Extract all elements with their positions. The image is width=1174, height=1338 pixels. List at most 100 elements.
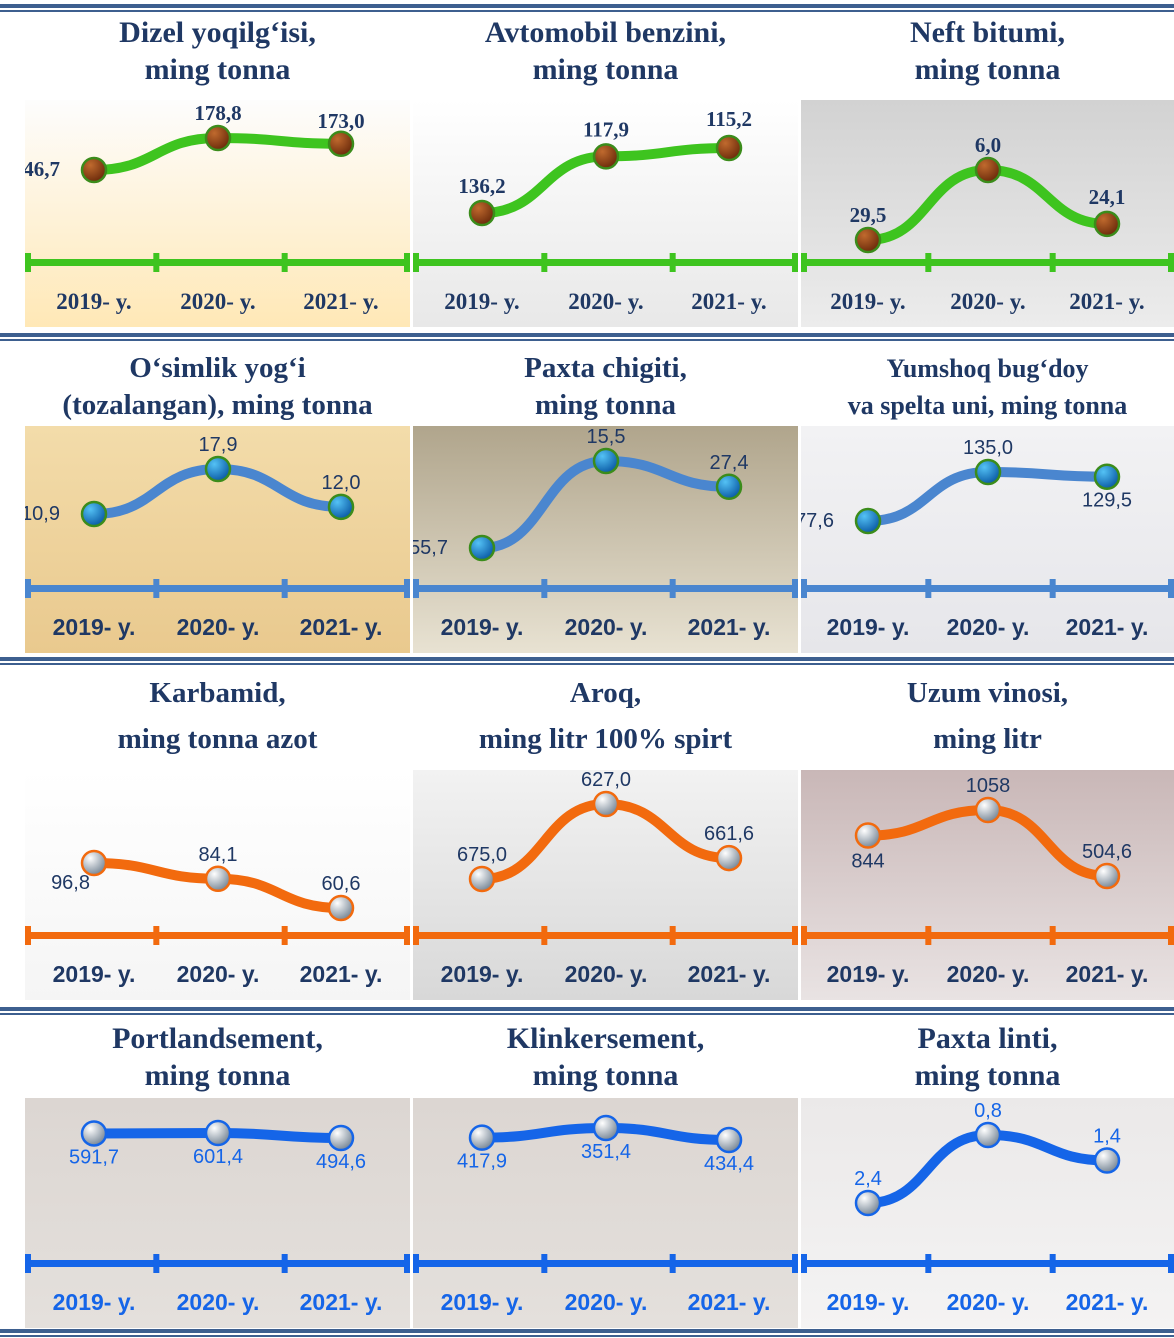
data-label: 661,6 [704,823,754,845]
x-axis-line [801,585,1174,592]
x-tick-label: 2020- y. [177,1289,260,1315]
plot-area: 591,7 601,4 494,6 2019- y. 2020- y. 2021- y. [25,1098,410,1328]
data-label: 10,9 [25,503,60,525]
chart-title: Dizel yoqilg‘isi, ming tonna [25,14,410,88]
x-axis-tick [801,926,807,945]
x-axis-line [25,585,410,592]
chart-panel: Yumshoq bug‘doy va spelta uni, ming tonna… [801,348,1174,653]
line-chart: 2,4 0,8 1,4 2019- y. 2020- y. 2021- y. [801,1098,1174,1328]
data-label: 135,0 [963,437,1013,459]
x-axis-tick [925,579,932,598]
data-label: 494,6 [316,1151,366,1173]
data-point [974,458,1002,486]
x-tick-label: 2020- y. [565,961,648,987]
data-label: 17,9 [199,434,238,456]
x-axis-line [801,932,1174,939]
x-tick-label: 2020- y. [568,289,643,314]
chart-panel: O‘simlik yog‘i (tozalangan), ming tonna 10… [25,348,410,653]
data-label: 434,4 [704,1153,754,1175]
data-point [80,500,108,528]
plot-area: 675,0 627,0 661,6 2019- y. 2020- y. 2021- y. [413,770,798,1000]
x-axis-line [25,259,410,266]
data-label: 96,8 [51,872,90,894]
data-point [715,1126,743,1154]
chart-title-line: ming tonna [532,53,679,86]
data-point [592,143,620,170]
x-tick-label: 2019- y. [830,289,905,314]
chart-title-line: Dizel yoqilg‘isi, [119,16,316,49]
x-axis-tick [1168,579,1174,598]
data-label: 0,8 [974,1100,1002,1122]
chart-panel: Klinkersement, ming tonna 417,9 351,4 434,4 2… [413,1018,798,1328]
x-tick-label: 2020- y. [947,1289,1030,1315]
data-label: 178,8 [194,101,241,125]
x-tick-label: 2019- y. [441,961,524,987]
plot-area: 77,6 135,0 129,5 2019- y. 2020- y. 2021- y. [801,426,1174,653]
data-point [327,1124,355,1152]
x-axis-tick [925,1254,932,1273]
x-axis-tick [1168,253,1174,272]
data-point [715,473,743,501]
data-point [204,124,232,152]
chart-panel: Avtomobil benzini, ming tonna 136,2 117,9 11… [413,12,798,327]
chart-title-line: Yumshoq bug‘doy [886,354,1089,383]
x-axis-tick [25,1254,31,1273]
data-point [1093,862,1121,890]
row-separator [0,4,1174,13]
line-chart: 96,8 84,1 60,6 2019- y. 2020- y. 2021- y. [25,770,410,1000]
chart-title-line: ming tonna [914,53,1061,86]
data-point [468,534,496,562]
x-tick-label: 2019- y. [827,1289,910,1315]
data-label: 627,0 [581,770,631,791]
x-axis-tick [153,1254,160,1273]
x-tick-label: 2019- y. [827,614,910,640]
x-tick-label: 2020- y. [950,289,1025,314]
x-axis-tick [792,1254,798,1273]
data-point [974,156,1002,184]
x-axis-tick [792,926,798,945]
x-axis-tick [153,579,160,598]
x-axis-tick [792,579,798,598]
x-axis-tick [801,1254,807,1273]
data-point [327,894,355,922]
data-label: 1,4 [1093,1126,1121,1148]
line-chart: 417,9 351,4 434,4 2019- y. 2020- y. 2021- y. [413,1098,798,1328]
x-axis-tick [669,926,676,945]
data-label: 417,9 [457,1151,507,1173]
data-point [592,790,620,818]
data-point [80,156,108,184]
x-axis-line [25,932,410,939]
chart-panel: Paxta linti, ming tonna 2,4 0,8 1,4 2019- y. 2… [801,1018,1174,1328]
plot-area: 29,5 6,0 24,1 2019- y. 2020- y. 2021- y. [801,100,1174,327]
data-point [327,493,355,521]
data-label: 15,5 [587,426,626,448]
line-chart: 136,2 117,9 115,2 2019- y. 2020- y. 2021- y. [413,100,798,327]
x-axis-tick [541,253,548,272]
x-axis-tick [1049,926,1056,945]
x-tick-label: 2019- y. [56,289,131,314]
x-axis-tick [541,1254,548,1273]
x-tick-label: 2021- y. [300,961,383,987]
chart-title-line: Aroq, [569,677,642,709]
x-axis-tick [1049,253,1056,272]
chart-title-line: ming tonna [534,389,676,421]
x-axis-tick [25,579,31,598]
data-point [1093,1147,1121,1174]
chart-title: Karbamid, ming tonna azot [25,670,410,762]
x-tick-label: 2019- y. [53,961,136,987]
x-tick-label: 2021- y. [1066,614,1149,640]
chart-panel: Karbamid, ming tonna azot 96,8 84,1 60,6 2019… [25,660,410,1000]
data-point [80,1120,108,1147]
x-axis-tick [541,579,548,598]
plot-area: 136,2 117,9 115,2 2019- y. 2020- y. 2021- y. [413,100,798,327]
chart-title-line: Klinkersement, [506,1022,705,1055]
data-point [468,1124,496,1151]
x-tick-label: 2021- y. [1066,1289,1149,1315]
data-label: 136,2 [458,174,505,198]
chart-title: Uzum vinosi, ming litr [801,670,1174,762]
x-tick-label: 2021- y. [1069,289,1144,314]
plot-area: 2,4 0,8 1,4 2019- y. 2020- y. 2021- y. [801,1098,1174,1328]
chart-title-line: ming litr 100% spirt [478,723,733,755]
data-point [204,1119,232,1147]
x-tick-label: 2021- y. [303,289,378,314]
